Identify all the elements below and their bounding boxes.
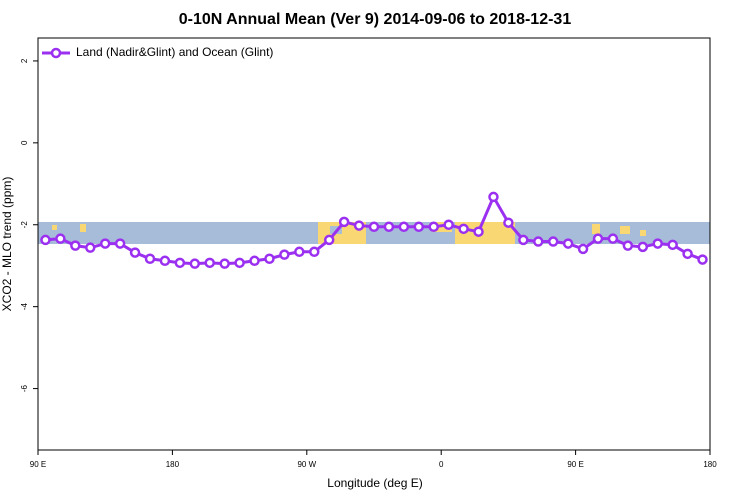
x-tick-label: 90 E [30,460,46,469]
data-point [637,241,649,253]
data-point [159,255,171,267]
legend-marker [50,47,62,59]
x-axis-label: Longitude (deg E) [327,476,422,490]
data-point [368,221,380,233]
data-point [189,258,201,269]
data-point [264,253,275,264]
data-point [129,247,141,258]
data-point [353,220,365,231]
y-tick-label: -4 [20,303,29,311]
x-tick-label: 180 [166,460,180,469]
data-point [279,249,290,260]
data-point [398,221,410,233]
chart-title: 0-10N Annual Mean (Ver 9) 2014-09-06 to … [179,11,572,28]
data-point [697,254,708,265]
data-point [114,238,126,249]
data-point [204,257,215,269]
data-point [592,233,604,244]
data-point [547,236,559,247]
data-point [428,221,439,233]
data-point [219,258,230,269]
data-point [607,233,619,244]
legend-label: Land (Nadir&Glint) and Ocean (Glint) [76,45,273,59]
y-tick-label: -2 [20,221,29,229]
x-tick-label: 0 [439,460,444,469]
data-point [458,223,469,235]
data-point [518,234,529,246]
y-tick-label: 0 [20,140,29,145]
plot-frame [37,37,711,451]
data-point [533,236,544,247]
y-tick-label: -6 [20,384,29,392]
x-tick-label: 90 W [297,460,316,469]
legend: Land (Nadir&Glint) and Ocean (Glint) [42,45,273,59]
data-point [40,234,51,246]
data-point [488,191,499,203]
data-point [562,238,574,249]
data-point [443,219,454,231]
data-point [667,239,678,251]
data-point [309,246,320,258]
data-point [144,253,156,264]
data-point [577,243,589,255]
data-point [622,240,634,251]
data-point [174,257,186,269]
data-point [473,226,484,237]
data-point [99,238,111,249]
data-point [338,216,350,228]
x-tick-label: 180 [703,460,717,469]
data-point [323,234,335,246]
y-axis-label: XCO2 - MLO trend (ppm) [0,177,14,312]
data-point [383,221,395,233]
data-point [294,246,305,258]
data-point [652,238,663,249]
data-point [234,257,245,269]
data-point [55,233,66,244]
data-point [682,248,693,260]
data-point [70,240,81,251]
y-tick-label: 2 [20,58,29,63]
data-point [85,242,96,253]
data-point [249,255,260,267]
data-point [503,217,514,228]
x-tick-label: 90 E [567,460,583,469]
data-point [413,221,425,233]
